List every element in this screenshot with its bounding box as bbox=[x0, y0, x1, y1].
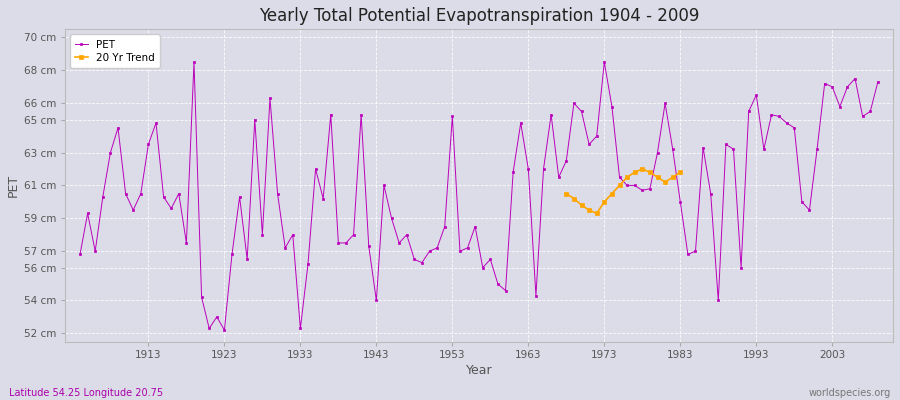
Text: worldspecies.org: worldspecies.org bbox=[809, 388, 891, 398]
20 Yr Trend bbox=[576, 203, 587, 208]
PET bbox=[219, 328, 230, 332]
20 Yr Trend bbox=[614, 183, 625, 188]
20 Yr Trend bbox=[637, 166, 648, 171]
20 Yr Trend bbox=[622, 175, 633, 180]
Legend: PET, 20 Yr Trend: PET, 20 Yr Trend bbox=[70, 34, 160, 68]
20 Yr Trend bbox=[598, 200, 609, 204]
20 Yr Trend bbox=[629, 170, 640, 175]
PET bbox=[189, 60, 200, 64]
X-axis label: Year: Year bbox=[465, 364, 492, 377]
PET bbox=[781, 120, 792, 125]
Line: 20 Yr Trend: 20 Yr Trend bbox=[564, 167, 682, 215]
20 Yr Trend bbox=[667, 175, 678, 180]
PET bbox=[97, 194, 108, 199]
20 Yr Trend bbox=[584, 208, 595, 212]
PET bbox=[561, 158, 572, 163]
PET bbox=[75, 252, 86, 257]
Title: Yearly Total Potential Evapotranspiration 1904 - 2009: Yearly Total Potential Evapotranspiratio… bbox=[259, 7, 699, 25]
Text: Latitude 54.25 Longitude 20.75: Latitude 54.25 Longitude 20.75 bbox=[9, 388, 163, 398]
20 Yr Trend bbox=[675, 170, 686, 175]
Line: PET: PET bbox=[78, 61, 879, 332]
20 Yr Trend bbox=[644, 170, 655, 175]
20 Yr Trend bbox=[607, 191, 617, 196]
20 Yr Trend bbox=[652, 175, 663, 180]
PET bbox=[637, 188, 648, 193]
PET bbox=[607, 104, 617, 109]
PET bbox=[554, 175, 564, 180]
Y-axis label: PET: PET bbox=[7, 174, 20, 197]
20 Yr Trend bbox=[660, 180, 670, 184]
20 Yr Trend bbox=[561, 191, 572, 196]
PET bbox=[872, 80, 883, 84]
20 Yr Trend bbox=[591, 211, 602, 216]
20 Yr Trend bbox=[569, 196, 580, 201]
